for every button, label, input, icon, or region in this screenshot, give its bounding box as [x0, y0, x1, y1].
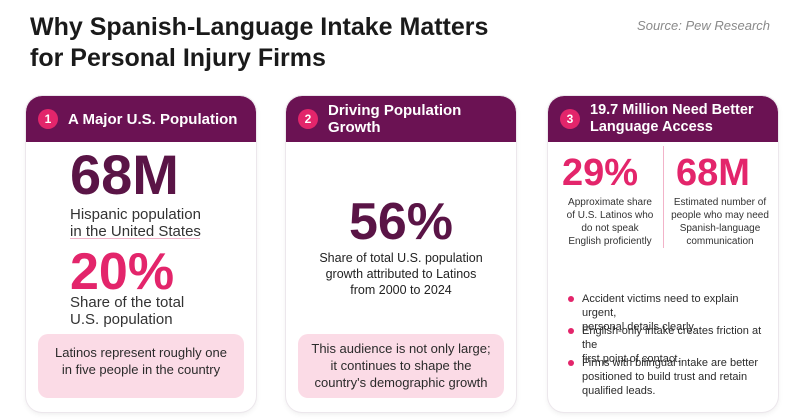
vertical-divider — [663, 146, 664, 248]
stat-label-line: Estimated number of — [673, 197, 767, 208]
stat-label-line: Spanish-language — [679, 223, 761, 234]
page-title: Why Spanish-Language Intake Matters for … — [30, 13, 489, 72]
callout-line: in five people in the country — [61, 362, 221, 377]
stat-label-line: of U.S. Latinos who — [566, 210, 654, 221]
stat-label-line: in the United States — [70, 223, 201, 240]
list-item: Accident victims need to explain urgent,… — [568, 292, 762, 334]
number-badge: 3 — [560, 109, 580, 129]
bullet-dot — [568, 296, 574, 302]
stat-label-line: communication — [686, 236, 754, 247]
stat-label-line: do not speak — [581, 223, 639, 234]
list-item: English-only intake creates friction at … — [568, 324, 762, 366]
bullet-line: personal details clearly. — [582, 321, 697, 333]
divider — [70, 238, 200, 239]
stat-value: 68M — [676, 152, 750, 194]
stat-label-line: U.S. population — [70, 311, 173, 328]
stat-label-line: Share of total U.S. population — [319, 251, 483, 265]
card-heading: A Major U.S. Population — [68, 110, 238, 128]
stat-label-line: from 2000 to 2024 — [350, 283, 452, 297]
bullet-line: English-only intake creates friction at … — [582, 325, 762, 351]
callout-line: This audience is not only large; — [311, 341, 491, 356]
stat-label-line: Hispanic population — [70, 206, 201, 223]
stat-label-line: Share of the total — [70, 294, 185, 311]
stat-label: Hispanic population in the United States — [70, 206, 201, 240]
card-header: 2 Driving Population Growth — [286, 96, 516, 142]
stat-label-line: growth attributed to Latinos — [325, 267, 477, 281]
bullet-line: qualified leads. — [582, 385, 656, 397]
bullet-line: first point of contact. — [582, 353, 681, 365]
callout-box: This audience is not only large; it cont… — [298, 334, 504, 398]
source-note: Source: Pew Research — [637, 18, 770, 33]
card-language-access: 3 19.7 Million Need Better Language Acce… — [548, 96, 778, 412]
number-badge: 1 — [38, 109, 58, 129]
stat-value: 68M — [70, 143, 179, 206]
stat-value: 20% — [70, 243, 175, 301]
stat-label: Estimated number of people who may need … — [668, 196, 772, 248]
stat-label-line: people who may need — [671, 210, 769, 221]
bullet-line: Accident victims need to explain urgent, — [582, 293, 739, 319]
stat-label-line: Approximate share — [568, 197, 652, 208]
card-major-population: 1 A Major U.S. Population 68M Hispanic p… — [26, 96, 256, 412]
callout-line: it continues to shape the — [330, 358, 472, 373]
bullet-dot — [568, 328, 574, 334]
card-heading-line: Language Access — [590, 119, 713, 135]
callout-line: Latinos represent roughly one — [54, 345, 227, 360]
bullet-line: positioned to build trust and retain — [582, 371, 748, 383]
number-badge: 2 — [298, 109, 318, 129]
card-heading: 19.7 Million Need Better Language Access — [590, 102, 754, 136]
card-header: 3 19.7 Million Need Better Language Acce… — [548, 96, 778, 142]
callout-line: country's demographic growth — [314, 375, 488, 390]
bullet-dot — [568, 360, 574, 366]
stat-value: 29% — [562, 152, 639, 194]
stat-label: Share of the total U.S. population — [70, 294, 184, 328]
callout-box: Latinos represent roughly one in five pe… — [38, 334, 244, 398]
stat-label: Share of total U.S. population growth at… — [286, 250, 516, 298]
stat-label-line: English proficiently — [568, 236, 652, 247]
stat-value: 56% — [348, 193, 454, 251]
card-population-growth: 2 Driving Population Growth 56% Share of… — [286, 96, 516, 412]
card-header: 1 A Major U.S. Population — [26, 96, 256, 142]
card-heading-line: 19.7 Million Need Better — [590, 102, 754, 118]
bullet-line: Firms with bilingual intake are better — [582, 357, 759, 369]
card-heading: Driving Population Growth — [328, 102, 462, 136]
stat-label: Approximate share of U.S. Latinos who do… — [558, 196, 662, 248]
list-item: Firms with bilingual intake are better p… — [568, 356, 762, 398]
